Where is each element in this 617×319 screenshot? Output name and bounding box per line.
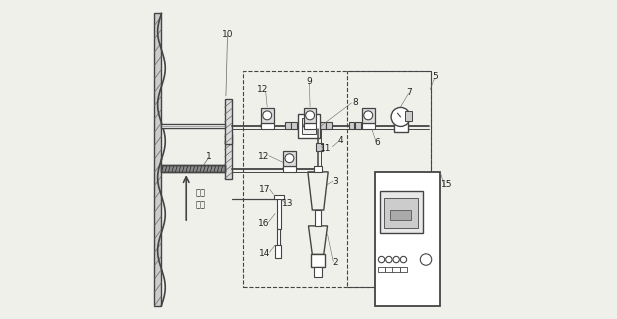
Text: 5: 5 — [433, 72, 439, 81]
Bar — [291, 122, 297, 129]
Bar — [392, 267, 400, 272]
Bar — [285, 122, 291, 129]
Circle shape — [400, 256, 407, 263]
Circle shape — [368, 123, 375, 129]
Text: 气流
方向: 气流 方向 — [196, 189, 205, 210]
Bar — [391, 210, 411, 220]
Bar — [261, 108, 273, 123]
Bar — [380, 191, 423, 233]
Bar — [277, 197, 281, 229]
Bar — [385, 267, 392, 272]
Bar — [313, 267, 323, 277]
Bar — [405, 111, 412, 121]
Text: 6: 6 — [374, 137, 379, 146]
Text: 13: 13 — [282, 199, 294, 208]
Bar — [316, 143, 323, 151]
Text: 9: 9 — [307, 77, 312, 86]
Bar — [320, 122, 326, 129]
Bar — [384, 197, 418, 228]
Text: 12: 12 — [258, 152, 269, 161]
Text: 10: 10 — [222, 30, 233, 39]
Bar — [349, 122, 354, 129]
Circle shape — [391, 108, 410, 126]
Bar — [162, 124, 225, 128]
Circle shape — [364, 111, 373, 120]
Circle shape — [261, 123, 267, 129]
Bar — [304, 108, 317, 123]
Circle shape — [305, 111, 315, 120]
Bar — [362, 123, 375, 129]
Text: 1: 1 — [205, 152, 212, 161]
Bar — [283, 151, 296, 166]
Bar — [355, 122, 360, 129]
Circle shape — [267, 123, 273, 129]
Bar — [378, 267, 386, 272]
Bar — [162, 165, 225, 172]
Bar — [362, 108, 375, 123]
Text: 15: 15 — [441, 181, 452, 189]
Bar — [400, 267, 407, 272]
Bar — [225, 134, 231, 179]
Bar — [283, 166, 296, 172]
Text: 4: 4 — [337, 136, 343, 145]
Bar — [299, 114, 320, 138]
Circle shape — [283, 166, 289, 172]
Bar — [275, 245, 281, 258]
Bar — [394, 120, 408, 131]
Bar — [304, 123, 317, 129]
Circle shape — [378, 256, 385, 263]
Bar — [375, 172, 441, 306]
Bar — [278, 229, 280, 245]
Circle shape — [304, 123, 310, 129]
Circle shape — [362, 123, 368, 129]
Bar — [314, 166, 322, 172]
Text: 3: 3 — [333, 177, 338, 186]
Bar — [154, 13, 162, 306]
Text: 2: 2 — [333, 258, 338, 267]
Bar — [315, 210, 321, 226]
Bar — [326, 122, 332, 129]
Bar — [225, 99, 231, 144]
Circle shape — [263, 111, 271, 120]
Text: 16: 16 — [258, 219, 269, 227]
Text: 11: 11 — [320, 144, 331, 153]
Circle shape — [289, 166, 296, 172]
Circle shape — [285, 154, 294, 163]
Bar — [162, 165, 225, 172]
Text: 7: 7 — [407, 88, 412, 97]
Circle shape — [420, 254, 432, 265]
Text: 12: 12 — [257, 85, 268, 94]
Bar — [311, 255, 325, 267]
Circle shape — [393, 256, 399, 263]
Bar — [261, 123, 273, 129]
Text: 8: 8 — [353, 98, 358, 107]
Text: 14: 14 — [259, 249, 270, 258]
Bar — [273, 196, 284, 199]
Circle shape — [386, 256, 392, 263]
Text: 17: 17 — [259, 185, 270, 194]
Bar — [302, 118, 316, 134]
Circle shape — [310, 123, 317, 129]
